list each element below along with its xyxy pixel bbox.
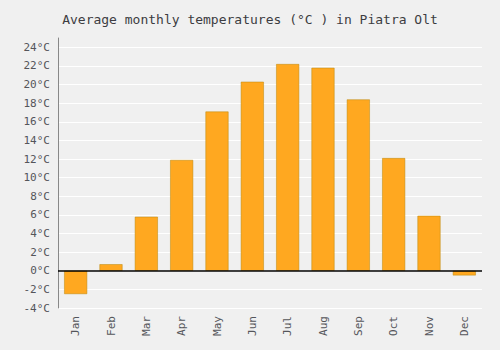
- svg-text:18°C: 18°C: [24, 97, 51, 110]
- svg-text:-4°C: -4°C: [24, 302, 51, 315]
- svg-text:Average monthly temperatures (: Average monthly temperatures (°C ) in Pi…: [62, 12, 438, 27]
- svg-text:Jan: Jan: [69, 316, 82, 336]
- svg-text:0°C: 0°C: [30, 264, 50, 277]
- svg-text:May: May: [211, 316, 224, 336]
- svg-text:10°C: 10°C: [24, 171, 51, 184]
- svg-text:20°C: 20°C: [24, 78, 51, 91]
- svg-text:Nov: Nov: [423, 316, 436, 336]
- svg-text:Oct: Oct: [387, 316, 400, 336]
- svg-text:Jun: Jun: [246, 316, 259, 336]
- svg-text:4°C: 4°C: [30, 227, 50, 240]
- svg-text:6°C: 6°C: [30, 208, 50, 221]
- svg-text:Dec: Dec: [458, 316, 471, 336]
- svg-text:12°C: 12°C: [24, 153, 51, 166]
- svg-text:Feb: Feb: [105, 316, 118, 336]
- svg-text:8°C: 8°C: [30, 190, 50, 203]
- svg-text:14°C: 14°C: [24, 134, 51, 147]
- svg-text:Apr: Apr: [175, 316, 188, 336]
- svg-text:Sep: Sep: [352, 316, 365, 336]
- svg-text:2°C: 2°C: [30, 246, 50, 259]
- svg-text:Mar: Mar: [140, 316, 153, 336]
- svg-text:22°C: 22°C: [24, 59, 51, 72]
- svg-text:Jul: Jul: [281, 316, 294, 336]
- svg-text:24°C: 24°C: [24, 41, 51, 54]
- svg-text:-2°C: -2°C: [24, 283, 51, 296]
- svg-text:Aug: Aug: [317, 316, 330, 336]
- svg-text:16°C: 16°C: [24, 115, 51, 128]
